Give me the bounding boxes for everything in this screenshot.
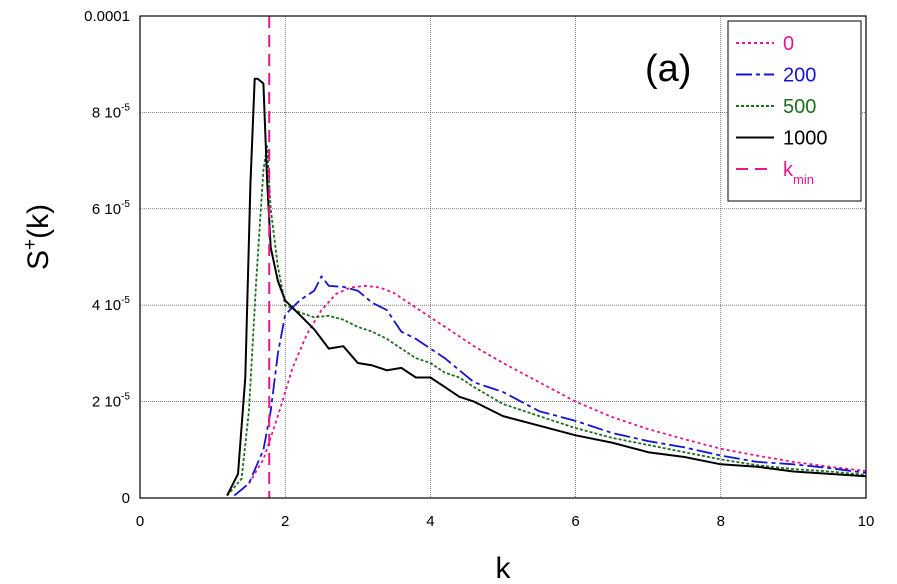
grid-lines <box>140 16 866 498</box>
legend: 0 200 500 1000 kmin <box>727 20 862 202</box>
x-tick-label: 2 <box>281 513 289 530</box>
legend-label-kmin: kmin <box>783 159 814 187</box>
series-layer <box>226 16 867 498</box>
y-tick-mantissa: 6 10 <box>92 201 121 218</box>
plot-frame <box>139 15 867 499</box>
series-line-0 <box>248 284 867 484</box>
legend-kmin-subscript: min <box>793 172 814 187</box>
series-line-1000 <box>226 77 867 497</box>
y-tick-mantissa: 2 10 <box>92 394 121 411</box>
series-line-500 <box>226 145 867 497</box>
y-tick-exponent: -5 <box>121 199 130 210</box>
y-axis-title-base: S <box>22 250 55 270</box>
legend-label-500: 500 <box>783 96 816 118</box>
panel-label: (a) <box>645 48 691 90</box>
y-axis-title-tail: (k) <box>22 204 55 239</box>
y-axis-title: S+(k) <box>20 204 55 270</box>
y-tick-label: 2 10-5 <box>92 392 131 411</box>
legend-label-1000: 1000 <box>783 128 828 150</box>
x-tick-label: 6 <box>571 513 579 530</box>
legend-label-200: 200 <box>783 65 816 87</box>
y-tick-exponent: -5 <box>121 295 130 306</box>
y-tick-exponent: -5 <box>121 102 130 113</box>
y-tick-label: 6 10-5 <box>92 199 131 218</box>
legend-kmin-base: k <box>783 159 794 181</box>
x-tick-label: 10 <box>858 513 875 530</box>
y-tick-label: 4 10-5 <box>92 295 131 314</box>
y-tick-mantissa: 4 10 <box>92 297 121 314</box>
legend-label-0: 0 <box>783 33 794 55</box>
x-tick-label: 0 <box>136 513 144 530</box>
y-tick-label: 8 10-5 <box>92 102 131 121</box>
y-axis-title-superscript: + <box>20 239 41 250</box>
x-tick-label: 8 <box>717 513 725 530</box>
y-tick-exponent: -5 <box>121 392 130 403</box>
y-tick-label: 0.0001 <box>84 8 130 25</box>
x-tick-label: 4 <box>426 513 434 530</box>
y-tick-mantissa: 8 10 <box>92 104 121 121</box>
y-tick-label: 0 <box>122 490 130 507</box>
x-axis-title: k <box>496 552 512 584</box>
series-line-200 <box>233 275 867 497</box>
legend-box <box>727 20 862 202</box>
